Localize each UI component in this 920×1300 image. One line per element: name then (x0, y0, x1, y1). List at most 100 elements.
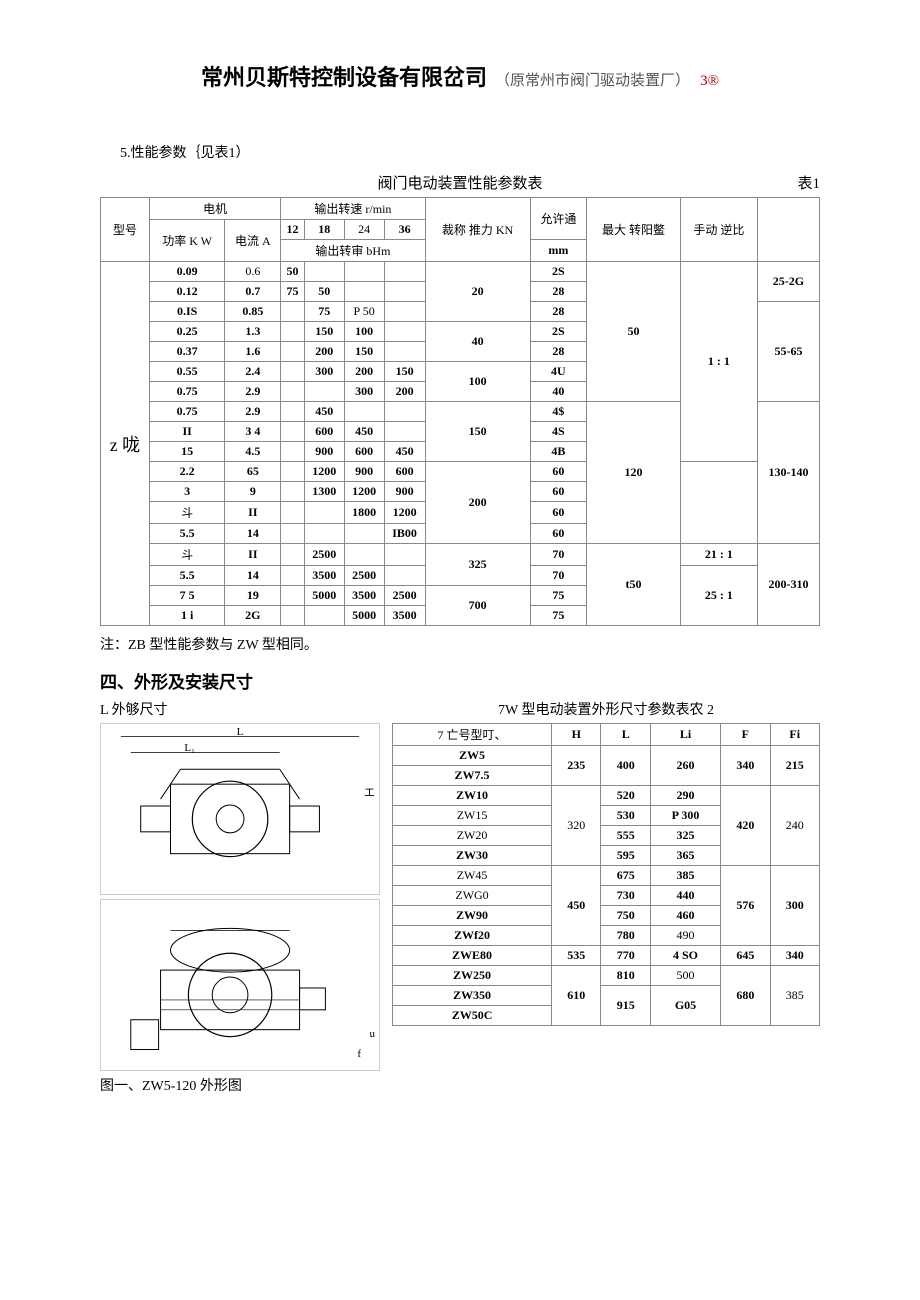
t1-cell: 4U (530, 362, 586, 382)
t1-cell: 0.6 (225, 262, 281, 282)
t1-cell (281, 402, 304, 422)
t1-cell: 4B (530, 442, 586, 462)
section4-title: 四、外形及安装尺寸 (100, 668, 820, 693)
t2-cell: 385 (650, 866, 720, 886)
t2-cell: ZW7.5 (393, 766, 552, 786)
t2-cell: ZW15 (393, 806, 552, 826)
t1-cell: 0.55 (149, 362, 224, 382)
t1-cell (384, 262, 425, 282)
t2-cell: 780 (601, 926, 650, 946)
company-sub: （原常州市阀门驱动装置厂） (495, 73, 690, 89)
t1-cell: 75 (304, 302, 344, 322)
t1-cell: 1.3 (225, 322, 281, 342)
t1-cell (384, 322, 425, 342)
t1-cell: 40 (425, 322, 530, 362)
t1-cell: 2.9 (225, 382, 281, 402)
t2-h-Fi: Fi (770, 724, 819, 746)
t1-cell (304, 502, 344, 524)
t2-cell: 595 (601, 846, 650, 866)
t1-cell: 325 (425, 544, 530, 586)
l-dim-label: L 外够尺寸 (100, 699, 380, 719)
t1-cell (281, 342, 304, 362)
t1-cell: 50 (587, 262, 681, 402)
t1-cell: 15 (149, 442, 224, 462)
t1-h-current: 电流 A (225, 220, 281, 262)
t1-cell: 9 (225, 482, 281, 502)
t2-cell: 385 (770, 966, 819, 1026)
diagram-1: L L₁ エ (100, 723, 380, 895)
t1-cell (304, 262, 344, 282)
t1-cell: 150 (425, 402, 530, 462)
t2-cell: 500 (650, 966, 720, 986)
t1-cell: 4$ (530, 402, 586, 422)
t1-cell (281, 566, 304, 586)
figure-caption: 图一、ZW5-120 外形图 (100, 1075, 380, 1095)
t2-cell: 770 (601, 946, 650, 966)
t2-cell: 320 (552, 786, 601, 866)
t1-h-c36: 36 (384, 220, 425, 240)
t2-cell: 645 (721, 946, 770, 966)
table1-note: 注：ZB 型性能参数与 ZW 型相同。 (100, 634, 820, 654)
t1-cell: 0.12 (149, 282, 224, 302)
t2-cell: ZW30 (393, 846, 552, 866)
t1-cell: 75 (530, 586, 586, 606)
t1-cell: 0.85 (225, 302, 281, 322)
t1-cell: 1200 (304, 462, 344, 482)
t1-cell: 28 (530, 302, 586, 322)
t1-cell (344, 262, 384, 282)
t2-cell: G05 (650, 986, 720, 1026)
t1-cell (384, 544, 425, 566)
t1-cell (344, 282, 384, 302)
t1-cell: 200-310 (757, 544, 819, 626)
t2-cell: ZW90 (393, 906, 552, 926)
table1: 型号 电机 输出转速 r/min 裁称 推力 KN 允许通 最大 转阳鳖 手动 … (100, 197, 820, 626)
t1-cell: 150 (384, 362, 425, 382)
t1-h-c12: 12 (281, 220, 304, 240)
t1-cell: 1200 (384, 502, 425, 524)
t1-cell: II (225, 544, 281, 566)
t1-cell: 5000 (304, 586, 344, 606)
t2-cell: 340 (721, 746, 770, 786)
t1-cell: 100 (425, 362, 530, 402)
t2-cell: ZW5 (393, 746, 552, 766)
t1-cell: 7 5 (149, 586, 224, 606)
t1-cell: 28 (530, 282, 586, 302)
t1-h-maxturn: 最大 转阳鳖 (587, 198, 681, 262)
t1-cell: 0.75 (149, 402, 224, 422)
t1-cell: 25 : 1 (680, 566, 757, 626)
t1-cell: 斗 (149, 502, 224, 524)
t1-cell: 60 (530, 502, 586, 524)
t1-cell: 75 (281, 282, 304, 302)
t1-cell: 3 (149, 482, 224, 502)
t2-h-model: 7 亡号型叮、 (393, 724, 552, 746)
t1-cell: 2500 (384, 586, 425, 606)
t1-cell: 14 (225, 566, 281, 586)
t2-cell: ZW45 (393, 866, 552, 886)
t1-cell: 60 (530, 524, 586, 544)
t1-cell: 200 (304, 342, 344, 362)
t2-cell: 610 (552, 966, 601, 1026)
t1-cell: 0.09 (149, 262, 224, 282)
t1-cell: 300 (304, 362, 344, 382)
t2-cell: 555 (601, 826, 650, 846)
t1-cell: IB00 (384, 524, 425, 544)
t1-cell: 130-140 (757, 402, 819, 544)
t2-cell: 400 (601, 746, 650, 786)
t1-cell: 900 (384, 482, 425, 502)
t1-cell: 2500 (304, 544, 344, 566)
t1-h-motor: 电机 (149, 198, 280, 220)
t2-cell: 680 (721, 966, 770, 1026)
t1-cell: 200 (384, 382, 425, 402)
t2-cell: 576 (721, 866, 770, 946)
t2-cell: 530 (601, 806, 650, 826)
t1-cell: 2.2 (149, 462, 224, 482)
t1-cell: 1 : 1 (680, 262, 757, 462)
t1-cell: 120 (587, 402, 681, 544)
t1-cell: 0.25 (149, 322, 224, 342)
t1-cell (344, 524, 384, 544)
t1-cell (384, 282, 425, 302)
t1-cell (384, 402, 425, 422)
t2-cell: 4 SO (650, 946, 720, 966)
t1-cell: 50 (281, 262, 304, 282)
t1-cell (281, 482, 304, 502)
